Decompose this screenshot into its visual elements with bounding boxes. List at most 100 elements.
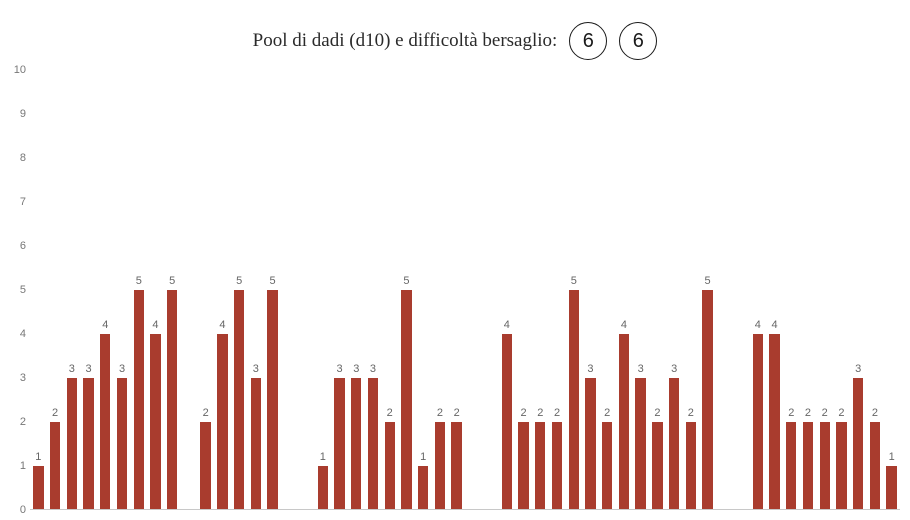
y-tick: 3 [8, 372, 26, 384]
bar-label: 3 [119, 363, 125, 375]
bar [150, 334, 160, 510]
bar-label: 4 [152, 319, 158, 331]
bar [518, 422, 528, 510]
bar [33, 466, 43, 510]
bar [635, 378, 645, 510]
bar-label: 4 [219, 319, 225, 331]
header: Pool di dadi (d10) e difficoltà bersagli… [0, 0, 910, 70]
bar-label: 3 [370, 363, 376, 375]
bar [853, 378, 863, 510]
y-tick: 8 [8, 152, 26, 164]
bar [385, 422, 395, 510]
bars-container: 1233435452453513332512242225324323254422… [30, 70, 900, 510]
bar [585, 378, 595, 510]
y-axis: 012345678910 [8, 70, 30, 510]
bar [134, 290, 144, 510]
y-tick: 4 [8, 328, 26, 340]
bar-label: 3 [671, 363, 677, 375]
y-tick: 10 [8, 64, 26, 76]
bar [200, 422, 210, 510]
bar [368, 378, 378, 510]
bar [870, 422, 880, 510]
bar [886, 466, 896, 510]
difficulty-input[interactable]: 6 [619, 22, 657, 60]
bar-label: 4 [102, 319, 108, 331]
bar-label: 2 [604, 407, 610, 419]
bar-label: 2 [838, 407, 844, 419]
pool-input[interactable]: 6 [569, 22, 607, 60]
y-tick: 5 [8, 284, 26, 296]
bar-label: 4 [504, 319, 510, 331]
bar [100, 334, 110, 510]
page-title: Pool di dadi (d10) e difficoltà bersagli… [253, 30, 558, 52]
bar [435, 422, 445, 510]
bar [251, 378, 261, 510]
bar [351, 378, 361, 510]
pool-value: 6 [583, 30, 594, 53]
bar [67, 378, 77, 510]
bar-label: 3 [353, 363, 359, 375]
bar [418, 466, 428, 510]
bar-label: 3 [85, 363, 91, 375]
bar-label: 4 [621, 319, 627, 331]
bar-label: 2 [872, 407, 878, 419]
plot: 1233435452453513332512242225324323254422… [30, 70, 900, 510]
bar-label: 5 [236, 275, 242, 287]
bar [602, 422, 612, 510]
bar-label: 3 [336, 363, 342, 375]
bar-label: 2 [654, 407, 660, 419]
chart: 012345678910 123343545245351333251224222… [30, 70, 900, 510]
bar-label: 5 [136, 275, 142, 287]
bar [552, 422, 562, 510]
bar-label: 2 [822, 407, 828, 419]
bar-label: 5 [705, 275, 711, 287]
bar-label: 3 [587, 363, 593, 375]
bar-label: 2 [688, 407, 694, 419]
bar [652, 422, 662, 510]
difficulty-value: 6 [633, 30, 644, 53]
bar [686, 422, 696, 510]
bar [50, 422, 60, 510]
bar [820, 422, 830, 510]
bar [117, 378, 127, 510]
bar [535, 422, 545, 510]
bar [702, 290, 712, 510]
y-tick: 7 [8, 196, 26, 208]
bar-label: 2 [454, 407, 460, 419]
bar [619, 334, 629, 510]
bar [334, 378, 344, 510]
bar-label: 3 [69, 363, 75, 375]
bar [669, 378, 679, 510]
bar [803, 422, 813, 510]
bar-label: 2 [788, 407, 794, 419]
bar-label: 1 [889, 451, 895, 463]
bar-label: 2 [203, 407, 209, 419]
bar [234, 290, 244, 510]
bar-label: 1 [320, 451, 326, 463]
bar-label: 2 [554, 407, 560, 419]
bar-label: 5 [270, 275, 276, 287]
bar [217, 334, 227, 510]
bar-label: 3 [855, 363, 861, 375]
bar-label: 1 [420, 451, 426, 463]
bar-label: 4 [771, 319, 777, 331]
bar-label: 2 [387, 407, 393, 419]
bar-label: 5 [169, 275, 175, 287]
bar-label: 2 [537, 407, 543, 419]
y-tick: 9 [8, 108, 26, 120]
bar-label: 2 [520, 407, 526, 419]
bar [401, 290, 411, 510]
bar-label: 3 [253, 363, 259, 375]
bar [836, 422, 846, 510]
bar-label: 5 [403, 275, 409, 287]
bar [569, 290, 579, 510]
bar-label: 1 [35, 451, 41, 463]
bar [451, 422, 461, 510]
bar [753, 334, 763, 510]
bar-label: 5 [571, 275, 577, 287]
bar [502, 334, 512, 510]
baseline [30, 509, 900, 510]
bar [267, 290, 277, 510]
bar [318, 466, 328, 510]
y-tick: 2 [8, 416, 26, 428]
